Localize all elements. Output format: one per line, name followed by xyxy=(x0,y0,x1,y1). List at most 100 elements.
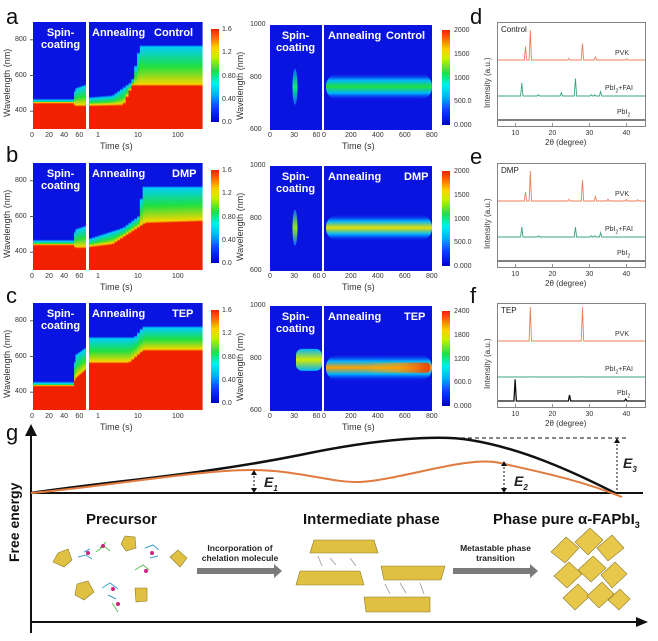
heatmap-column xyxy=(67,163,70,270)
pbi2-main: PbI xyxy=(617,109,628,116)
pbi2-label: PbI2 xyxy=(617,109,630,118)
heatmap-column xyxy=(139,22,144,129)
colorbar-tick-label: 1500 xyxy=(454,191,470,199)
x-tick-label: 30 xyxy=(290,413,299,420)
heatmap-column xyxy=(51,303,54,410)
colorbar-tick-label: 1200 xyxy=(454,355,470,363)
y-tick-label: 600 xyxy=(250,126,262,133)
annealing-label: Annealing xyxy=(92,308,146,320)
plot-frame xyxy=(497,303,646,408)
sample-label-control: Control xyxy=(154,27,194,39)
x-tick-label: 600 xyxy=(399,273,411,280)
heatmap-column xyxy=(76,163,79,270)
heatmap-column xyxy=(137,163,141,270)
x-tick-label: 100 xyxy=(172,273,184,280)
heatmap-column xyxy=(196,303,200,410)
heatmap-column xyxy=(71,22,74,129)
heatmap-column xyxy=(108,303,113,410)
heatmap-column xyxy=(76,303,79,410)
heatmap-column xyxy=(34,22,37,129)
chelation-arrow-label: Incorporation of chelation molecule xyxy=(190,543,290,563)
time-axis-label: Time (s) xyxy=(100,141,133,151)
heatmap-column xyxy=(151,22,155,129)
x-tick-label: 30 xyxy=(290,273,299,280)
heatmap-column xyxy=(190,163,195,270)
spin-coating-line2: coating xyxy=(41,180,81,192)
spin-coating-label: Spin-coating xyxy=(276,311,315,335)
pbi2-fai-label: PbI2+FAI xyxy=(605,226,633,235)
sample-label: TEP xyxy=(501,306,517,315)
heatmap-column xyxy=(63,22,66,129)
heatmap-column xyxy=(64,163,67,270)
heatmap-column xyxy=(156,303,161,410)
e1-subscript: 1 xyxy=(273,483,278,493)
stage-divider xyxy=(86,303,89,410)
heatmap-column xyxy=(108,22,113,129)
spin-coating-line1: Spin- xyxy=(281,311,310,323)
x-tick-label: 10 xyxy=(511,271,520,278)
heatmap-column xyxy=(173,163,178,270)
heatmap-column xyxy=(190,303,195,410)
sample-label-dmp: DMP xyxy=(404,171,429,183)
spin-coating-line2: coating xyxy=(41,320,81,332)
x-tick-label: 10 xyxy=(134,132,142,139)
colorbar-tick-label: 0.80 xyxy=(222,72,236,80)
pbi2-label: PbI2 xyxy=(617,390,630,399)
uvvis-heatmap-b xyxy=(30,163,219,270)
x-tick-label: 0 xyxy=(30,273,34,280)
pbi2-fai-sub: 2 xyxy=(615,369,619,376)
heatmap-column xyxy=(80,163,83,270)
heatmap-column xyxy=(185,22,189,129)
x-tick-label: 400 xyxy=(372,132,384,139)
heatmap-column xyxy=(66,22,69,129)
alpha-fapbi3-network-icon xyxy=(550,527,631,611)
heatmap-column xyxy=(62,303,65,410)
pl-emission-band xyxy=(326,214,432,241)
heatmap-column xyxy=(55,303,58,410)
colorbar-tick-label: 1.6 xyxy=(222,307,232,314)
colorbar-tick-label: 1800 xyxy=(454,331,470,339)
heatmap-column xyxy=(117,22,121,129)
spin-coating-label: Spin-coating xyxy=(276,171,315,195)
heatmap-column xyxy=(139,303,144,410)
x-tick-label: 0 xyxy=(268,273,272,280)
x-tick-label: 40 xyxy=(60,413,69,420)
heatmap-column xyxy=(179,163,183,270)
x-tick-label: 100 xyxy=(172,132,184,139)
e1-label: E1 xyxy=(264,474,278,493)
heatmap-column xyxy=(82,22,84,129)
heatmap-column xyxy=(187,303,192,410)
heatmap-column xyxy=(56,303,59,410)
heatmap-column xyxy=(128,22,132,129)
e2-label: E2 xyxy=(514,473,528,492)
heatmap-column xyxy=(170,163,175,270)
heatmap-column xyxy=(46,303,49,410)
heatmap-column xyxy=(120,163,124,270)
x-tick-label: 10 xyxy=(134,273,142,280)
xrd-trace-0 xyxy=(498,306,645,342)
heatmap-column xyxy=(142,22,147,129)
xrd-trace-0 xyxy=(498,170,645,202)
heatmap-column xyxy=(58,303,61,410)
stage-divider xyxy=(322,306,324,411)
heatmap-column xyxy=(33,22,35,129)
y-tick-label: 800 xyxy=(250,354,262,362)
y-tick-label: 800 xyxy=(15,35,27,43)
heatmap-column xyxy=(54,22,57,129)
x-tick-label: 20 xyxy=(45,413,53,420)
time-axis-label: Time (s) xyxy=(342,422,375,432)
xrd-trace-2 xyxy=(498,379,645,402)
heatmap-column xyxy=(148,22,152,129)
annealing-label: Annealing xyxy=(328,30,382,42)
heatmap-column xyxy=(176,22,180,129)
heatmap-column xyxy=(75,22,78,129)
plot-frame xyxy=(497,22,646,127)
x-tick-label: 10 xyxy=(511,130,520,137)
x-tick-label: 40 xyxy=(60,273,69,280)
heatmap-column xyxy=(33,303,35,410)
heatmap-column xyxy=(182,303,186,410)
colorbar-tick-label: 0.40 xyxy=(222,376,236,384)
spin-coating-line1: Spin- xyxy=(46,168,75,180)
x-tick-label: 1 xyxy=(96,413,100,420)
heatmap-column xyxy=(40,163,43,270)
